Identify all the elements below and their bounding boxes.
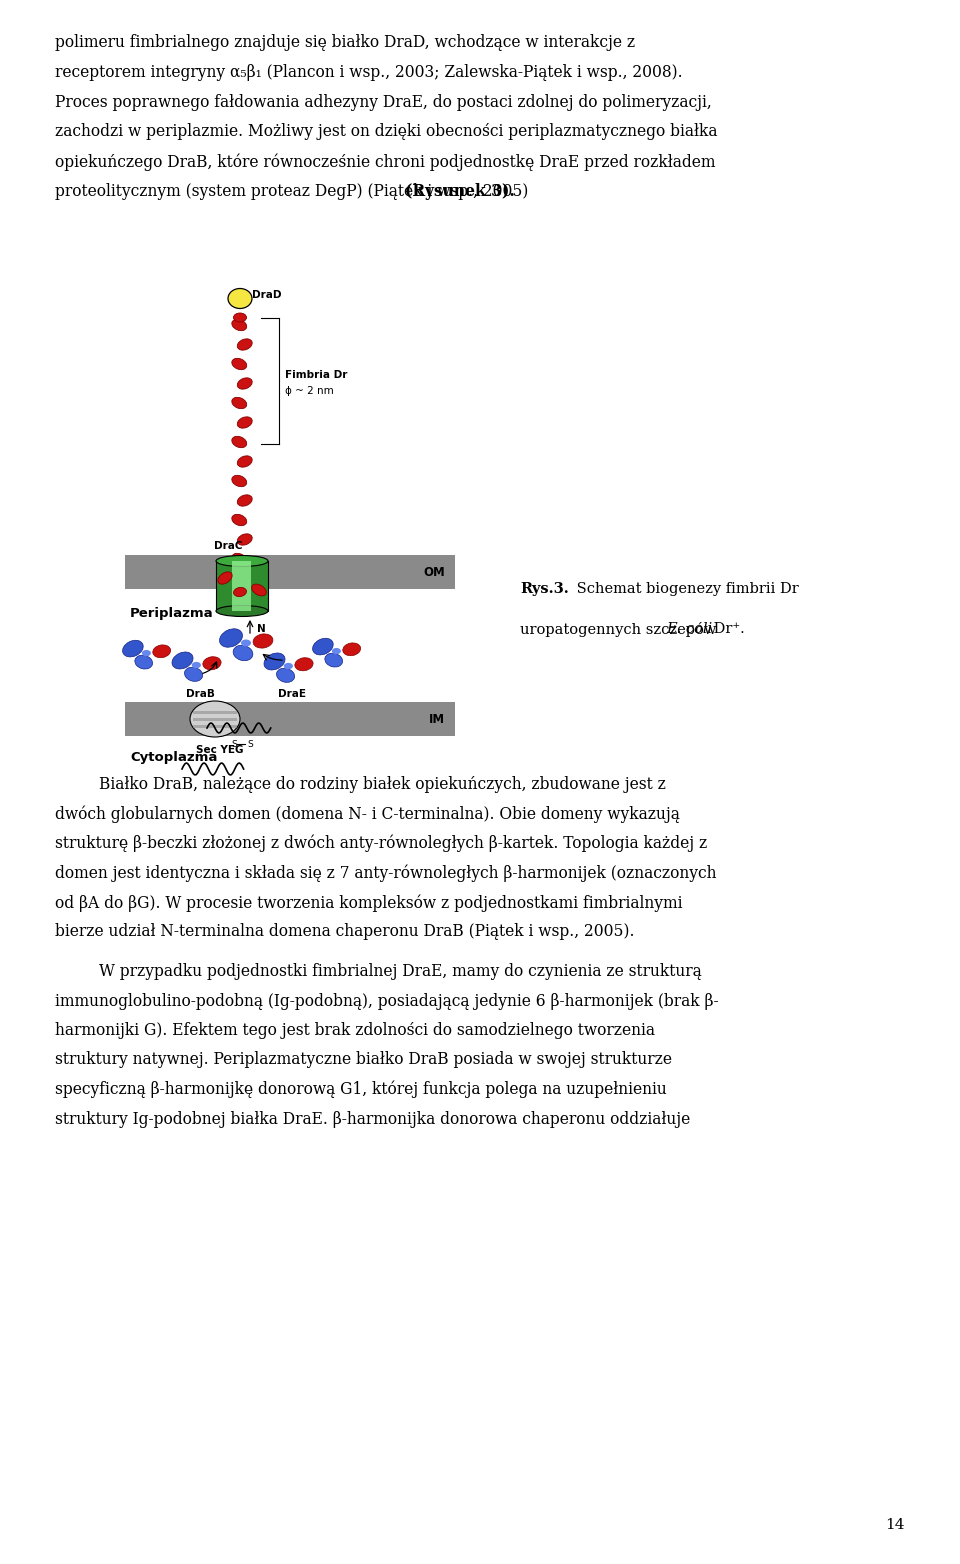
Ellipse shape — [233, 646, 252, 660]
Text: specyficzną β-harmonijkę donorową G1, której funkcja polega na uzupełnieniu: specyficzną β-harmonijkę donorową G1, kt… — [55, 1081, 667, 1098]
Text: W przypadku podjednostki fimbrialnej DraE, mamy do czynienia ze strukturą: W przypadku podjednostki fimbrialnej Dra… — [99, 963, 702, 981]
Ellipse shape — [216, 605, 268, 616]
Ellipse shape — [233, 588, 247, 596]
Text: zachodzi w periplazmie. Możliwy jest on dzięki obecności periplazmatycznego biał: zachodzi w periplazmie. Możliwy jest on … — [55, 124, 717, 141]
Text: Schemat biogenezy fimbrii Dr: Schemat biogenezy fimbrii Dr — [572, 582, 799, 596]
Bar — [125, 555, 455, 590]
Text: struktury Ig-podobnej białka DraE. β-harmonijka donorowa chaperonu oddziałuje: struktury Ig-podobnej białka DraE. β-har… — [55, 1110, 690, 1128]
Text: opiekuńczego DraB, które równocześnie chroni podjednostkę DraE przed rozkładem: opiekuńczego DraB, które równocześnie ch… — [55, 153, 715, 170]
Ellipse shape — [231, 436, 247, 447]
Text: proteolitycznym (system proteaz DegP) (Piątek i wsp., 2005): proteolitycznym (system proteaz DegP) (P… — [55, 183, 533, 200]
Ellipse shape — [184, 668, 203, 682]
Text: harmonijki G). Efektem tego jest brak zdolności do samodzielnego tworzenia: harmonijki G). Efektem tego jest brak zd… — [55, 1021, 655, 1038]
Bar — [216, 561, 268, 612]
Ellipse shape — [190, 701, 240, 737]
Text: polimeru fimbrialnego znajduje się białko DraD, wchodzące w interakcje z: polimeru fimbrialnego znajduje się białk… — [55, 34, 636, 52]
Ellipse shape — [324, 654, 343, 666]
Ellipse shape — [231, 515, 247, 526]
Text: Dr⁺.: Dr⁺. — [709, 622, 745, 637]
Text: Fimbria Dr: Fimbria Dr — [285, 371, 348, 380]
Text: domen jest identyczna i składa się z 7 anty-równoległych β-harmonijek (oznaczony: domen jest identyczna i składa się z 7 a… — [55, 865, 716, 882]
Bar — [193, 726, 237, 727]
Ellipse shape — [142, 651, 151, 657]
Text: dwóch globularnych domen (domena N- i C-terminalna). Obie domeny wykazują: dwóch globularnych domen (domena N- i C-… — [55, 805, 680, 823]
Bar — [193, 718, 237, 721]
Ellipse shape — [264, 654, 285, 669]
Ellipse shape — [237, 455, 252, 468]
Ellipse shape — [233, 313, 247, 322]
Text: DraC: DraC — [214, 541, 243, 551]
Ellipse shape — [228, 288, 252, 308]
Ellipse shape — [203, 657, 221, 669]
Text: OM: OM — [423, 566, 445, 579]
Ellipse shape — [332, 647, 341, 654]
Text: Cytoplazma: Cytoplazma — [130, 751, 217, 763]
Text: Sec YEG: Sec YEG — [196, 744, 244, 755]
Text: strukturę β-beczki złożonej z dwóch anty-równoległych β-kartek. Topologia każdej: strukturę β-beczki złożonej z dwóch anty… — [55, 835, 708, 852]
Ellipse shape — [231, 475, 247, 486]
Ellipse shape — [343, 643, 361, 655]
Ellipse shape — [153, 644, 171, 658]
Ellipse shape — [237, 339, 252, 350]
Ellipse shape — [231, 358, 247, 369]
Text: DraB: DraB — [185, 690, 214, 699]
Text: E. coli: E. coli — [666, 622, 712, 637]
Text: Rys.3.: Rys.3. — [520, 582, 568, 596]
Bar — [232, 561, 252, 612]
Text: (Rysunek 3).: (Rysunek 3). — [405, 183, 515, 200]
Ellipse shape — [231, 554, 247, 565]
Bar — [125, 702, 455, 737]
Ellipse shape — [253, 633, 273, 647]
Text: Periplazma: Periplazma — [130, 607, 214, 621]
Ellipse shape — [231, 319, 247, 330]
Text: DraE: DraE — [278, 690, 306, 699]
Text: DraD: DraD — [252, 289, 281, 299]
Text: ϕ ~ 2 nm: ϕ ~ 2 nm — [285, 386, 334, 396]
Text: bierze udział N-terminalna domena chaperonu DraB (Piątek i wsp., 2005).: bierze udział N-terminalna domena chaper… — [55, 923, 635, 940]
Ellipse shape — [216, 555, 268, 566]
Text: S: S — [231, 740, 237, 749]
Ellipse shape — [220, 629, 243, 647]
Ellipse shape — [231, 397, 247, 408]
Ellipse shape — [237, 378, 252, 389]
Text: S: S — [247, 740, 252, 749]
Ellipse shape — [313, 638, 333, 655]
Ellipse shape — [252, 583, 266, 596]
Ellipse shape — [295, 658, 313, 671]
Bar — [193, 712, 237, 713]
Text: Proces poprawnego fałdowania adhezyny DraE, do postaci zdolnej do polimeryzacji,: Proces poprawnego fałdowania adhezyny Dr… — [55, 94, 711, 111]
Ellipse shape — [237, 418, 252, 429]
Text: receptorem integryny α₅β₁ (Plancon i wsp., 2003; Zalewska-Piątek i wsp., 2008).: receptorem integryny α₅β₁ (Plancon i wsp… — [55, 64, 683, 81]
Text: N: N — [256, 624, 265, 633]
Ellipse shape — [123, 640, 143, 657]
Ellipse shape — [134, 655, 153, 669]
Text: uropatogennych szczepów: uropatogennych szczepów — [520, 622, 721, 637]
Ellipse shape — [218, 572, 232, 583]
Text: Białko DraB, należące do rodziny białek opiekuńczych, zbudowane jest z: Białko DraB, należące do rodziny białek … — [99, 776, 666, 793]
Ellipse shape — [192, 662, 201, 668]
Ellipse shape — [237, 533, 252, 546]
Text: IM: IM — [429, 713, 445, 726]
Ellipse shape — [276, 668, 295, 682]
Text: immunoglobulino-podobną (Ig-podobną), posiadającą jedynie 6 β-harmonijek (brak β: immunoglobulino-podobną (Ig-podobną), po… — [55, 993, 719, 1009]
Text: struktury natywnej. Periplazmatyczne białko DraB posiada w swojej strukturze: struktury natywnej. Periplazmatyczne bia… — [55, 1051, 672, 1068]
Text: 14: 14 — [885, 1519, 905, 1533]
Ellipse shape — [237, 494, 252, 507]
Ellipse shape — [284, 663, 293, 669]
Ellipse shape — [172, 652, 193, 669]
Ellipse shape — [241, 640, 251, 646]
Text: od βA do βG). W procesie tworzenia kompleksów z podjednostkami fimbrialnymi: od βA do βG). W procesie tworzenia kompl… — [55, 895, 683, 912]
